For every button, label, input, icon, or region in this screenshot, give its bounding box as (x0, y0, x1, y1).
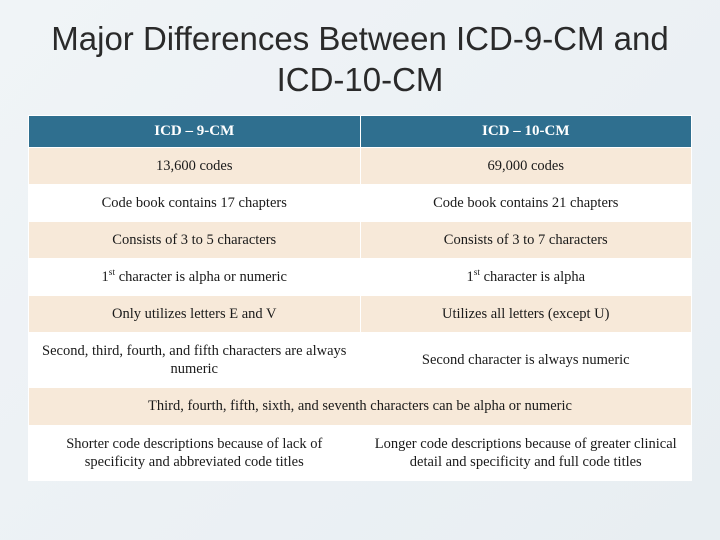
table-row: Consists of 3 to 5 charactersConsists of… (29, 221, 692, 258)
table-cell: Only utilizes letters E and V (29, 296, 361, 333)
table-cell: 1st character is alpha (360, 258, 692, 295)
table-cell-spanned: Third, fourth, fifth, sixth, and seventh… (29, 388, 692, 425)
table-row: Second, third, fourth, and fifth charact… (29, 333, 692, 388)
table-row: Shorter code descriptions because of lac… (29, 425, 692, 480)
slide-container: Major Differences Between ICD-9-CM and I… (0, 0, 720, 540)
table-cell: Code book contains 17 chapters (29, 184, 361, 221)
comparison-table: ICD – 9-CM ICD – 10-CM 13,600 codes69,00… (28, 115, 692, 481)
table-row: 13,600 codes69,000 codes (29, 147, 692, 184)
table-cell: Utilizes all letters (except U) (360, 296, 692, 333)
table-cell: 69,000 codes (360, 147, 692, 184)
table-body: 13,600 codes69,000 codesCode book contai… (29, 147, 692, 480)
table-header-col1: ICD – 9-CM (29, 115, 361, 147)
table-cell: Shorter code descriptions because of lac… (29, 425, 361, 480)
table-header-col2: ICD – 10-CM (360, 115, 692, 147)
table-row: Third, fourth, fifth, sixth, and seventh… (29, 388, 692, 425)
table-cell: 1st character is alpha or numeric (29, 258, 361, 295)
slide-title: Major Differences Between ICD-9-CM and I… (28, 18, 692, 101)
table-header-row: ICD – 9-CM ICD – 10-CM (29, 115, 692, 147)
table-row: Code book contains 17 chaptersCode book … (29, 184, 692, 221)
table-row: 1st character is alpha or numeric1st cha… (29, 258, 692, 295)
table-cell: Consists of 3 to 5 characters (29, 221, 361, 258)
table-row: Only utilizes letters E and VUtilizes al… (29, 296, 692, 333)
table-cell: Second, third, fourth, and fifth charact… (29, 333, 361, 388)
table-cell: 13,600 codes (29, 147, 361, 184)
table-cell: Longer code descriptions because of grea… (360, 425, 692, 480)
table-cell: Code book contains 21 chapters (360, 184, 692, 221)
table-cell: Second character is always numeric (360, 333, 692, 388)
table-cell: Consists of 3 to 7 characters (360, 221, 692, 258)
